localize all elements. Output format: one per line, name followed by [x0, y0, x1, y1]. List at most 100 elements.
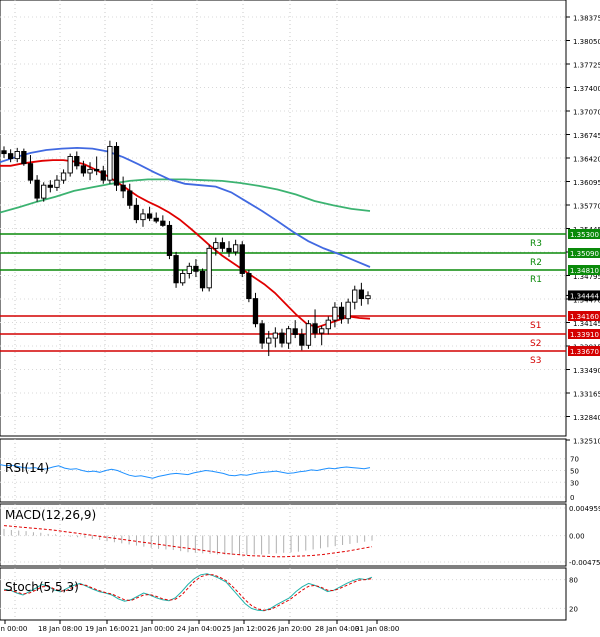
candle-body-down	[199, 270, 206, 289]
candle-body-down	[259, 323, 265, 344]
level-value-label: 1.33910	[570, 331, 599, 339]
ma-slow-line	[0, 178, 371, 214]
candle	[107, 140, 113, 184]
candle	[160, 215, 166, 227]
rsi-tick-label: 30	[570, 479, 579, 487]
candle-body-up	[206, 247, 212, 289]
price-tick-label: 1.32840	[573, 414, 600, 422]
candle	[226, 241, 232, 257]
price-tick-label: 1.36095	[573, 179, 600, 187]
candle-body-down	[7, 153, 14, 160]
candle	[54, 175, 60, 191]
candle-body-up	[54, 179, 60, 188]
candle	[272, 327, 278, 348]
candle	[67, 153, 73, 177]
candle-body-down	[219, 242, 226, 249]
macd-tick-label: -0.004756	[569, 559, 600, 567]
price-tick-label: 1.35770	[573, 203, 600, 211]
candle-body-down	[153, 217, 159, 222]
current-price-badge	[568, 290, 600, 301]
candle-body-down	[292, 328, 298, 335]
candle	[153, 212, 159, 224]
price-tick-label: 1.32510	[573, 438, 600, 446]
candle	[80, 160, 87, 177]
candle-body-down	[94, 168, 100, 172]
rsi-series	[0, 464, 371, 479]
candle-body-down	[246, 273, 252, 300]
price-tick-label: 1.34470	[573, 297, 600, 305]
candle	[285, 325, 292, 349]
candle-body-down	[27, 163, 34, 181]
candle	[113, 142, 120, 191]
level-name-r3: R3	[530, 239, 542, 249]
candle-body-up	[140, 213, 146, 221]
candle-body-up	[352, 289, 358, 303]
candle-body-down	[160, 220, 166, 226]
candlesticks	[1, 140, 371, 357]
candle-body-down	[252, 298, 259, 325]
candle-body-down	[127, 190, 133, 206]
stoch-k-line	[3, 573, 373, 612]
candle-body-up	[213, 242, 219, 249]
level-value-badge	[568, 311, 600, 321]
ma-mid-line	[0, 146, 371, 268]
stoch-axis: 80 20	[569, 577, 578, 614]
candle	[60, 169, 67, 184]
candle-body-up	[272, 332, 278, 339]
candle-body-down	[74, 156, 80, 167]
candle	[365, 291, 371, 305]
time-tick-label: 21 Jan 00:00	[130, 625, 174, 633]
rsi-line	[0, 464, 371, 479]
candle-body-up	[14, 151, 20, 160]
candle	[252, 292, 259, 328]
candle	[305, 320, 312, 349]
candle-body-up	[345, 301, 351, 320]
level-value-badge	[568, 329, 600, 339]
level-value-badge	[568, 346, 600, 356]
current-price-marker: 1.34444	[566, 290, 600, 301]
candle	[127, 183, 133, 209]
candle	[246, 269, 252, 303]
level-value-label: 1.35300	[570, 231, 599, 239]
candle-body-down	[299, 334, 305, 346]
level-value-label: 1.34810	[570, 267, 599, 275]
stoch-tick-label: 80	[569, 577, 578, 585]
level-value-badge	[568, 248, 600, 258]
candle	[299, 328, 305, 351]
candle-body-up	[41, 184, 47, 199]
level-name-s2: S2	[530, 339, 541, 349]
candle-body-up	[67, 156, 73, 174]
candle-body-down	[279, 332, 285, 344]
candle-body-up	[107, 145, 113, 181]
candle-body-up	[285, 328, 292, 344]
price-tick-label: 1.34145	[573, 320, 600, 328]
candle	[94, 156, 100, 176]
macd-label: MACD(12,26,9)	[5, 508, 96, 522]
rsi-tick-label: 0	[570, 494, 574, 502]
price-tick-label: 1.38050	[573, 38, 600, 46]
macd-histogram	[3, 528, 373, 556]
candle	[232, 239, 239, 256]
candle-body-up	[365, 295, 371, 300]
candle	[14, 147, 20, 163]
price-axis: 1.38375 1.38050 1.37725 1.37400 1.37070 1.367…	[566, 15, 600, 446]
candle	[140, 208, 146, 227]
rsi-tick-label: 70	[570, 456, 579, 464]
stoch-lines	[3, 573, 373, 612]
time-tick-label: 18 Jan 08:00	[38, 625, 82, 633]
candle-body-down	[100, 170, 106, 181]
candle-body-down	[312, 323, 318, 334]
candle-body-down	[239, 244, 245, 274]
candle	[100, 165, 106, 184]
candle-body-down	[358, 289, 365, 300]
candle-body-up	[305, 323, 312, 346]
candle-body-down	[113, 145, 120, 186]
level-name-r2: R2	[530, 258, 542, 268]
candle	[120, 176, 126, 199]
price-grid	[0, 0, 566, 441]
candle	[319, 325, 325, 346]
candle	[266, 330, 272, 357]
stoch-label: Stoch(5,5,3)	[5, 580, 79, 594]
price-tick-label: 1.38375	[573, 15, 600, 23]
